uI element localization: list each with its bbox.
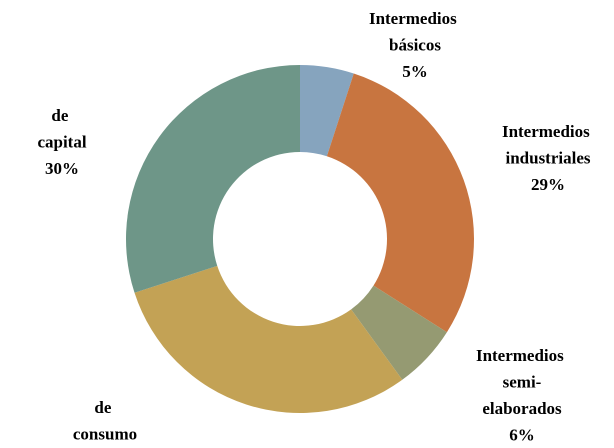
label-line: capital xyxy=(37,132,86,151)
slice xyxy=(134,265,403,414)
slice-label: Intermedios industriales xyxy=(502,122,594,168)
label-line: Intermedios xyxy=(476,346,568,365)
label-line: básicos xyxy=(389,35,441,54)
slice-label: Intermedios básicos xyxy=(369,9,461,55)
label-line: Intermedios xyxy=(502,122,594,141)
label-line: elaborados xyxy=(482,399,562,418)
slice xyxy=(125,65,300,293)
label-line: de xyxy=(94,398,115,417)
label-line: de xyxy=(51,106,72,125)
value-label: 29% xyxy=(531,175,565,194)
label-line: industriales xyxy=(505,148,590,167)
slice-label: Intermedios semi-elaborados xyxy=(476,346,568,418)
value-label: 30% xyxy=(45,159,79,178)
slice-label: de capital xyxy=(37,106,86,152)
value-label: 6% xyxy=(509,425,535,444)
label-line: Intermedios xyxy=(369,9,461,28)
slice xyxy=(326,73,474,333)
label-line: semi- xyxy=(503,372,542,391)
value-label: 5% xyxy=(402,62,428,81)
slice xyxy=(351,285,447,380)
slice-label: de consumo xyxy=(73,398,137,444)
slice xyxy=(300,65,354,157)
label-line: consumo xyxy=(73,424,137,443)
